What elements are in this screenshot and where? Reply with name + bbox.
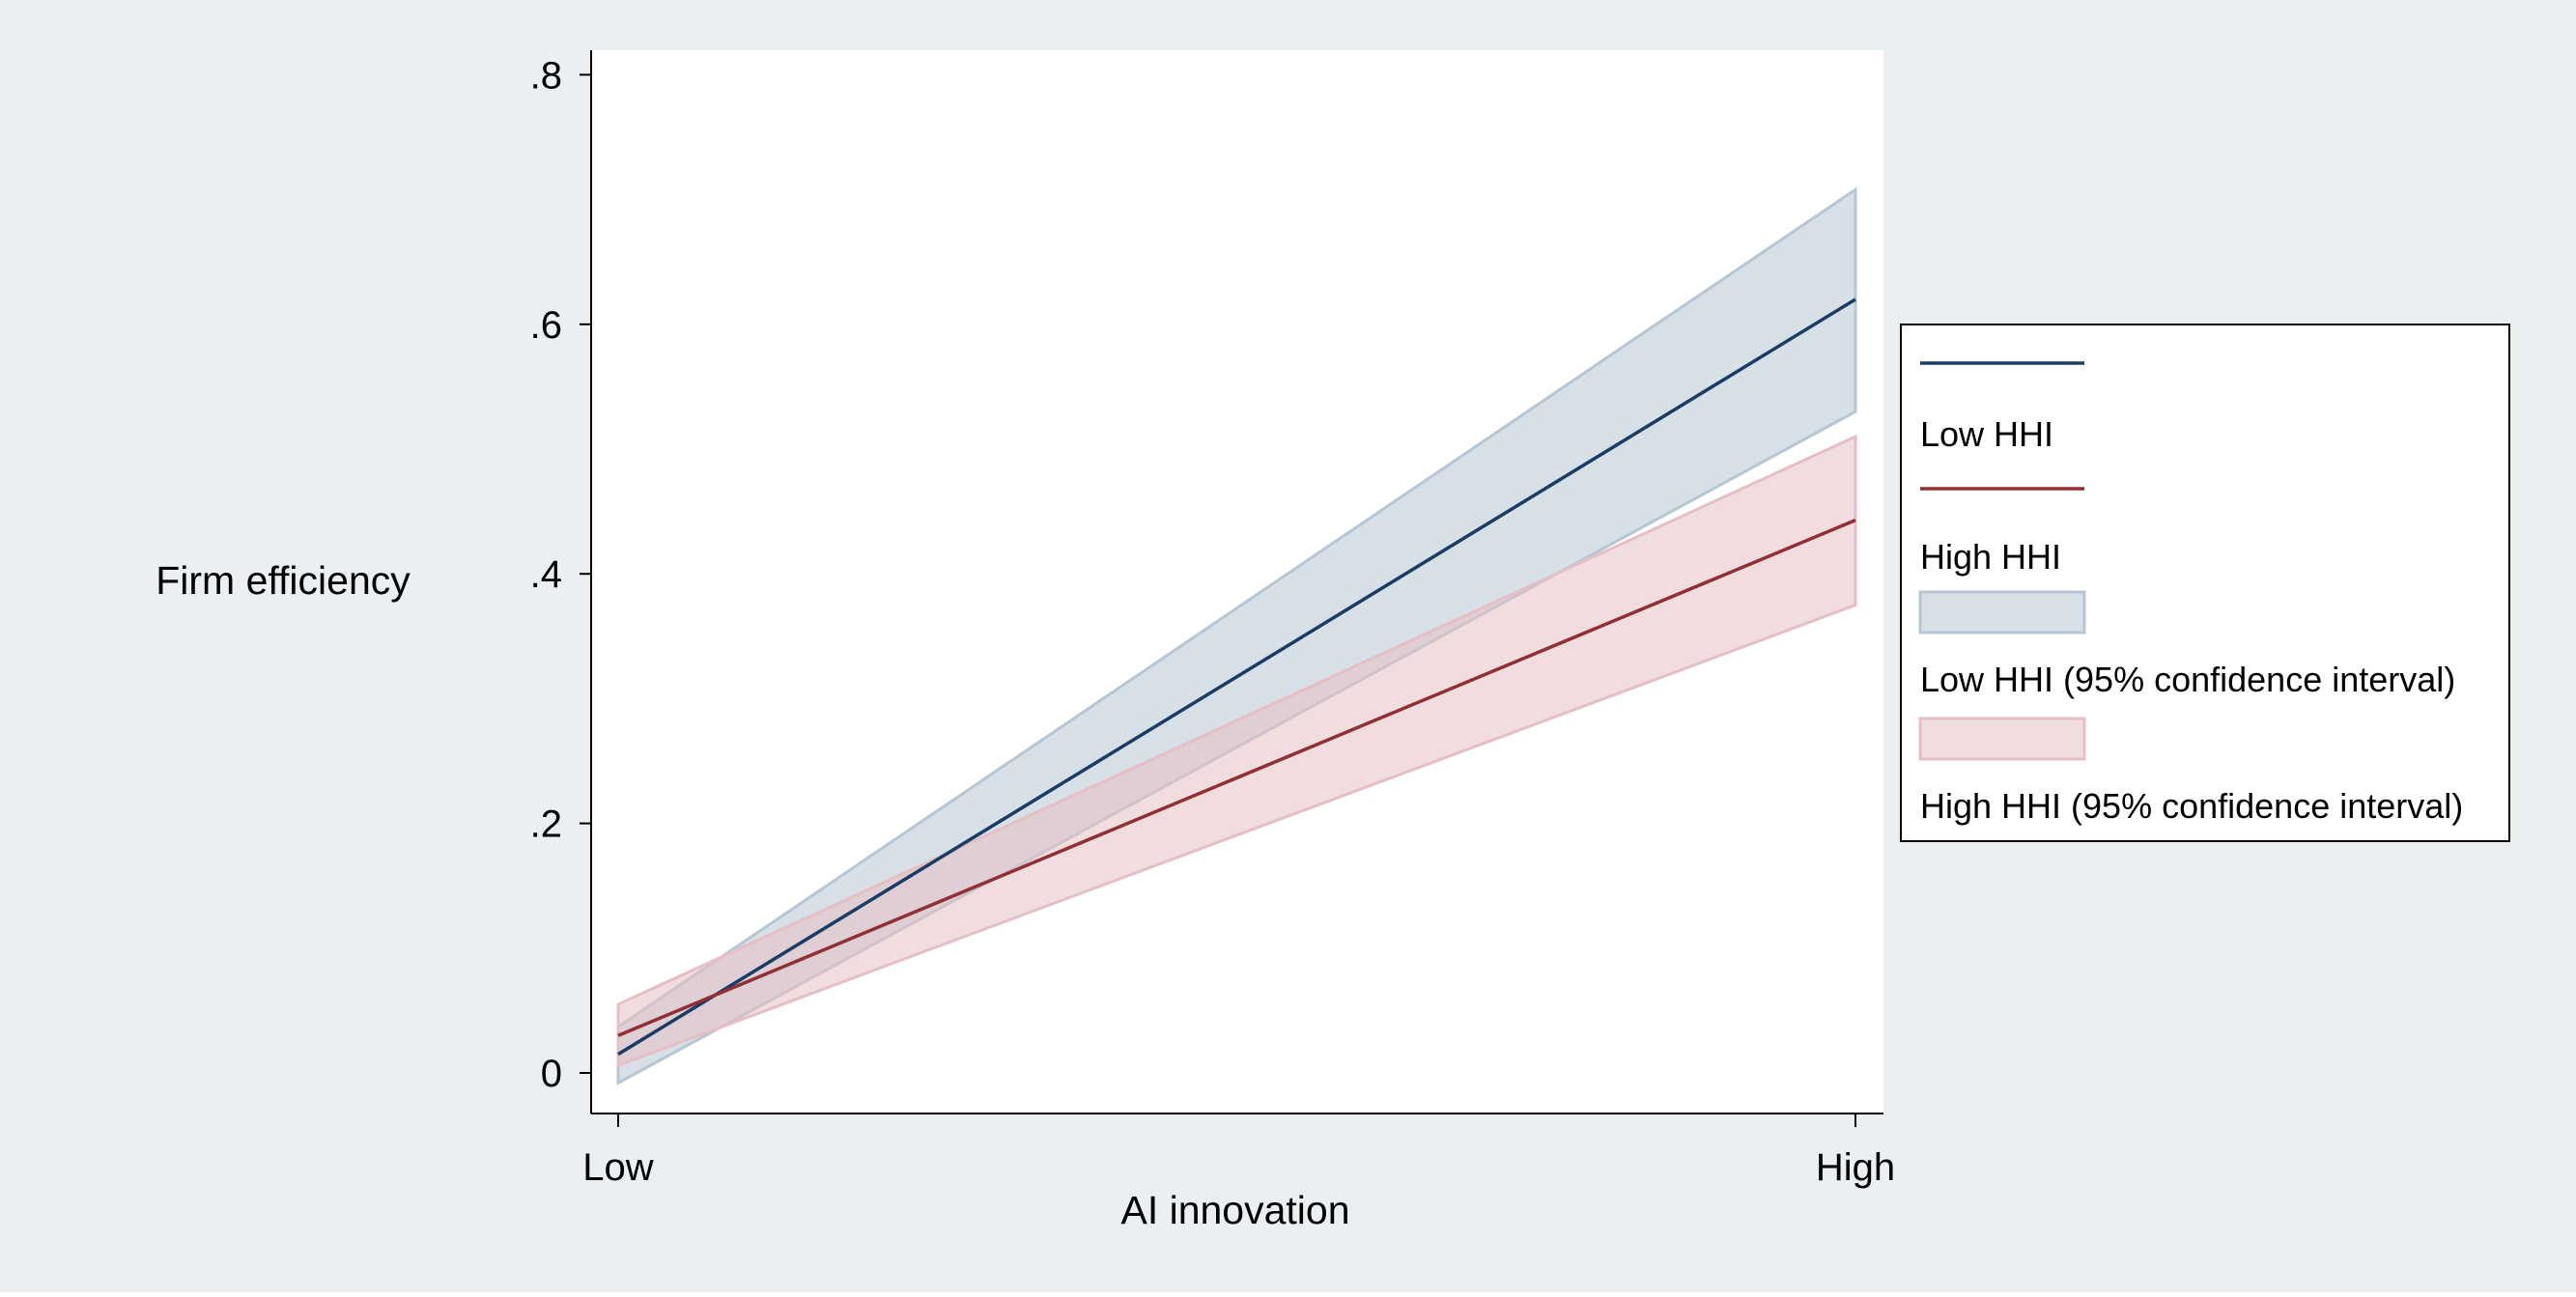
y-tick-label: .2 bbox=[530, 804, 562, 846]
y-tick-label: .6 bbox=[530, 304, 562, 347]
series-line-0 bbox=[617, 297, 1856, 1057]
legend: Low HHI High HHI Low HHI (95% confidence i… bbox=[1900, 324, 2510, 842]
legend-band-symbol bbox=[1918, 590, 2086, 634]
y-axis-title: Firm efficiency bbox=[156, 558, 410, 603]
legend-label: High HHI (95% confidence interval) bbox=[1920, 786, 2463, 826]
series-lines bbox=[617, 297, 1856, 1057]
x-axis-title: AI innovation bbox=[1120, 1188, 1349, 1232]
legend-box bbox=[1900, 324, 2510, 842]
legend-label: High HHI bbox=[1920, 537, 2061, 577]
series-line-1 bbox=[617, 519, 1856, 1037]
x-ticks: Low High bbox=[582, 1114, 1895, 1189]
y-ticks: 0 .2 .4 .6 .8 bbox=[530, 54, 591, 1095]
x-tick-label: High bbox=[1816, 1146, 1895, 1189]
y-tick-label: .8 bbox=[530, 54, 562, 97]
x-tick-label: Low bbox=[582, 1146, 653, 1189]
y-tick-label: .4 bbox=[530, 553, 562, 596]
legend-label: Low HHI bbox=[1920, 414, 2053, 454]
y-tick-label: 0 bbox=[541, 1053, 562, 1095]
axes bbox=[590, 50, 1883, 1114]
legend-label: Low HHI (95% confidence interval) bbox=[1920, 660, 2455, 699]
legend-band-symbol bbox=[1918, 717, 2086, 761]
